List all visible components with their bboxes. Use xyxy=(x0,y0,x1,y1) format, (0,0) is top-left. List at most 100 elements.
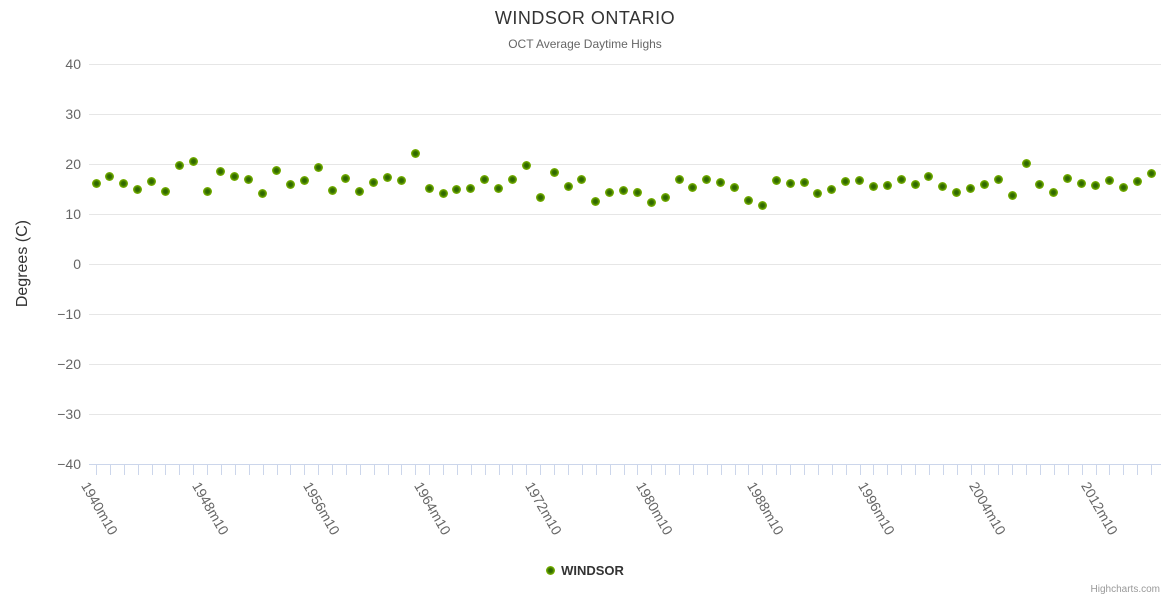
data-point-1948[interactable] xyxy=(202,186,212,196)
x-axis-tick xyxy=(470,465,472,475)
data-point-1949[interactable] xyxy=(216,167,226,176)
data-point-1951[interactable] xyxy=(244,174,254,184)
data-point-2016[interactable] xyxy=(1146,169,1156,178)
data-point-1963[interactable] xyxy=(410,149,420,158)
data-point-1991[interactable] xyxy=(799,177,809,187)
x-axis-tick xyxy=(1081,465,1083,475)
x-axis-tick xyxy=(679,465,680,475)
data-point-2015[interactable] xyxy=(1132,176,1142,186)
x-axis-tick xyxy=(706,465,708,475)
x-axis-tick-label: 1956m10 xyxy=(300,479,344,538)
data-point-1987[interactable] xyxy=(743,195,753,205)
data-point-1971[interactable] xyxy=(521,161,531,170)
data-point-1984[interactable] xyxy=(702,174,712,184)
data-point-1986[interactable] xyxy=(730,182,740,192)
data-point-1981[interactable] xyxy=(660,193,670,202)
data-point-2001[interactable] xyxy=(938,181,948,191)
data-point-1998[interactable] xyxy=(896,175,906,184)
legend-item-windsor[interactable]: WINDSOR xyxy=(542,561,628,580)
data-point-2014[interactable] xyxy=(1118,183,1128,192)
data-point-1973[interactable] xyxy=(549,167,559,177)
data-point-1960[interactable] xyxy=(369,178,379,187)
data-point-2005[interactable] xyxy=(993,175,1003,184)
data-point-1979[interactable] xyxy=(632,188,642,197)
data-point-1985[interactable] xyxy=(716,178,726,187)
highcharts-credits-link[interactable]: Highcharts.com xyxy=(1090,584,1160,595)
data-point-2012[interactable] xyxy=(1091,180,1100,190)
data-point-1942[interactable] xyxy=(119,179,129,188)
x-axis-tick xyxy=(817,465,819,475)
data-point-1964[interactable] xyxy=(424,184,434,193)
data-point-1972[interactable] xyxy=(535,193,545,202)
data-point-1944[interactable] xyxy=(147,176,156,186)
x-axis-tick-label: 1940m10 xyxy=(78,479,122,538)
data-point-2004[interactable] xyxy=(979,180,989,189)
data-point-1962[interactable] xyxy=(396,176,406,185)
data-point-1969[interactable] xyxy=(494,184,504,193)
data-point-1990[interactable] xyxy=(785,179,795,188)
x-axis-tick xyxy=(804,465,805,475)
data-point-2009[interactable] xyxy=(1049,188,1059,197)
data-point-1980[interactable] xyxy=(646,197,656,207)
gridline xyxy=(89,264,1161,265)
data-point-1954[interactable] xyxy=(285,180,295,189)
data-point-1978[interactable] xyxy=(619,185,628,195)
legend-marker-icon xyxy=(546,566,556,575)
x-axis-tick xyxy=(1039,465,1041,475)
x-axis-tick xyxy=(526,465,528,475)
x-axis-tick xyxy=(96,465,97,475)
data-point-1941[interactable] xyxy=(105,172,115,181)
data-point-1997[interactable] xyxy=(882,181,892,190)
x-axis-tick xyxy=(554,465,556,475)
data-point-1965[interactable] xyxy=(438,189,448,198)
data-point-1943[interactable] xyxy=(133,185,143,194)
data-point-2006[interactable] xyxy=(1007,191,1017,200)
data-point-2010[interactable] xyxy=(1063,174,1073,183)
data-point-1982[interactable] xyxy=(674,174,684,184)
data-point-1961[interactable] xyxy=(383,172,392,182)
data-point-2011[interactable] xyxy=(1077,178,1087,188)
data-point-1999[interactable] xyxy=(910,179,920,189)
data-point-1983[interactable] xyxy=(688,183,698,192)
data-point-1996[interactable] xyxy=(868,181,878,191)
data-point-1976[interactable] xyxy=(591,196,601,206)
data-point-1956[interactable] xyxy=(313,163,323,172)
x-axis-tick-label: 1996m10 xyxy=(855,479,899,538)
data-point-1955[interactable] xyxy=(299,176,309,185)
data-point-1967[interactable] xyxy=(466,184,476,193)
data-point-1966[interactable] xyxy=(452,185,462,194)
data-point-1992[interactable] xyxy=(813,189,823,198)
data-point-1940[interactable] xyxy=(91,179,101,188)
data-point-1953[interactable] xyxy=(272,165,281,175)
data-point-1974[interactable] xyxy=(563,181,573,191)
data-point-2003[interactable] xyxy=(966,184,975,193)
x-axis-tick xyxy=(762,465,764,475)
data-point-1946[interactable] xyxy=(174,161,184,170)
data-point-1977[interactable] xyxy=(605,188,615,197)
data-point-1970[interactable] xyxy=(507,175,517,184)
data-point-2008[interactable] xyxy=(1035,180,1045,189)
data-point-1957[interactable] xyxy=(327,186,337,195)
data-point-1975[interactable] xyxy=(577,175,587,184)
data-point-1988[interactable] xyxy=(757,201,767,210)
data-point-1959[interactable] xyxy=(355,187,365,196)
data-point-1995[interactable] xyxy=(855,176,864,185)
data-point-2000[interactable] xyxy=(924,172,934,181)
x-axis-tick-label: 1964m10 xyxy=(411,479,455,538)
y-axis-tick-label: 30 xyxy=(65,106,81,122)
data-point-2002[interactable] xyxy=(952,188,962,197)
data-point-2007[interactable] xyxy=(1021,159,1031,168)
data-point-1994[interactable] xyxy=(841,177,851,186)
gridline xyxy=(89,214,1161,215)
data-point-1945[interactable] xyxy=(160,187,170,196)
data-point-1952[interactable] xyxy=(258,189,268,198)
x-axis-tick-label: 1988m10 xyxy=(744,479,788,538)
data-point-1958[interactable] xyxy=(341,174,351,183)
data-point-1947[interactable] xyxy=(188,156,198,166)
data-point-1968[interactable] xyxy=(480,175,490,184)
x-axis-tick xyxy=(901,465,903,475)
data-point-1993[interactable] xyxy=(827,185,837,194)
data-point-2013[interactable] xyxy=(1104,175,1114,185)
data-point-1950[interactable] xyxy=(230,172,240,181)
data-point-1989[interactable] xyxy=(771,175,781,185)
